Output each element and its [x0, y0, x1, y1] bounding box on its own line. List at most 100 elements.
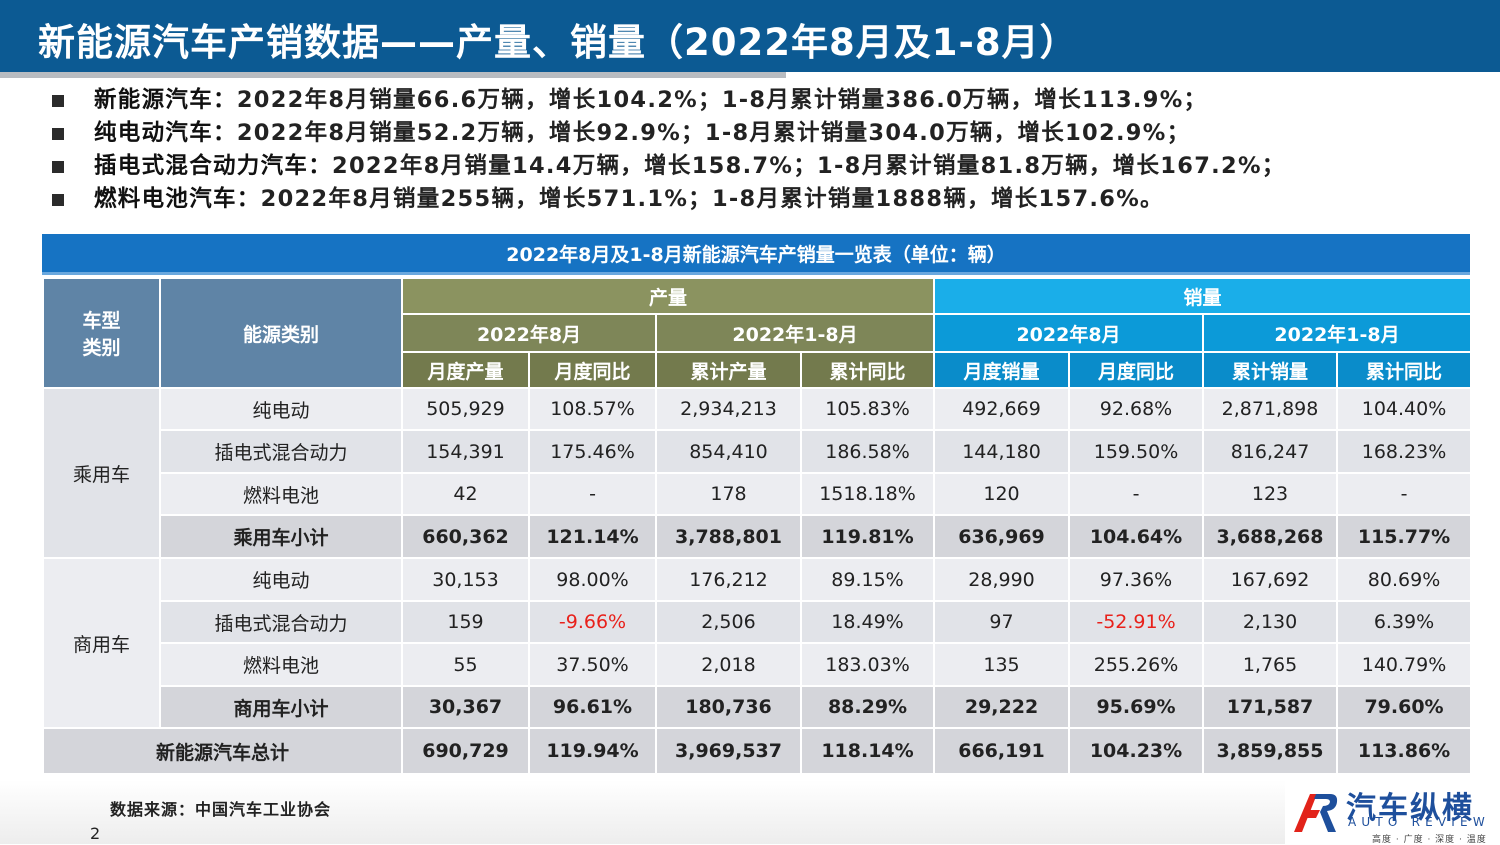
- summary-bullets: 新能源汽车：2022年8月销量66.6万辆，增长104.2%；1-8月累计销量3…: [48, 84, 1488, 216]
- table-cell: -: [528, 472, 657, 516]
- table-row: 燃料电池 42 - 178 1518.18% 120 - 123 -: [43, 472, 1473, 516]
- table-cell: 505,929: [401, 387, 530, 431]
- table-cell: 176,212: [655, 557, 802, 602]
- table-cell: 28,990: [933, 557, 1071, 602]
- bullet-item: 新能源汽车：2022年8月销量66.6万辆，增长104.2%；1-8月累计销量3…: [48, 84, 1488, 117]
- subtotal-cell: 88.29%: [799, 685, 936, 729]
- bullet-label: 插电式混合动力汽车：: [94, 153, 333, 179]
- negative-value-cell: -52.91%: [1068, 600, 1205, 644]
- table-cell: 255.26%: [1068, 642, 1205, 687]
- bullet-square-icon: [52, 128, 64, 140]
- table-row: 燃料电池 55 37.50% 2,018 183.03% 135 255.26%…: [43, 642, 1473, 687]
- table-cell: 6.39%: [1336, 600, 1473, 644]
- bullet-square-icon: [52, 194, 64, 206]
- bullet-text: 2022年8月销量66.6万辆，增长104.2%；1-8月累计销量386.0万辆…: [236, 87, 1208, 113]
- header-energy-type: 能源类别: [159, 277, 403, 389]
- table-cell: 154,391: [401, 429, 530, 474]
- subtotal-cell: 29,222: [933, 685, 1071, 729]
- table-cell: 492,669: [933, 387, 1071, 431]
- header-vehicle-type-line1: 车型: [82, 310, 121, 332]
- total-cell: 3,969,537: [655, 727, 802, 775]
- table-cell: 2,130: [1202, 600, 1339, 644]
- header-sales-jan-aug: 2022年1-8月: [1202, 313, 1473, 353]
- data-source: 数据来源：中国汽车工业协会: [110, 800, 332, 819]
- total-cell: 119.94%: [528, 727, 657, 775]
- table-cell: 186.58%: [799, 429, 936, 474]
- table-cell: 167,692: [1202, 557, 1339, 602]
- col-header: 累计同比: [799, 351, 936, 389]
- table-cell: 816,247: [1202, 429, 1339, 474]
- total-cell: 104.23%: [1068, 727, 1205, 775]
- total-label: 新能源汽车总计: [42, 727, 403, 775]
- table-cell: 168.23%: [1336, 429, 1473, 474]
- col-header: 月度同比: [528, 351, 657, 389]
- title-bar: 新能源汽车产销数据——产量、销量（2022年8月及1-8月）: [0, 0, 1500, 72]
- table-cell: 2,871,898: [1202, 387, 1339, 431]
- table-cell: 55: [401, 642, 530, 687]
- page-number: 2: [90, 824, 101, 843]
- energy-label: 纯电动: [159, 387, 403, 431]
- energy-label: 燃料电池: [159, 472, 403, 516]
- table-cell: 97.36%: [1068, 557, 1205, 602]
- table-caption: 2022年8月及1-8月新能源汽车产销量一览表（单位：辆）: [42, 234, 1470, 272]
- table-cell: 159: [401, 600, 530, 644]
- subtotal-label: 商用车小计: [159, 685, 403, 729]
- auto-review-logo-icon: [1294, 794, 1338, 832]
- table-cell: 2,506: [655, 600, 802, 644]
- slide-title: 新能源汽车产销数据——产量、销量（2022年8月及1-8月）: [38, 21, 1078, 64]
- table-cell: 2,934,213: [655, 387, 802, 431]
- header-sales-aug: 2022年8月: [933, 313, 1205, 353]
- subtotal-cell: 171,587: [1202, 685, 1339, 729]
- subtotal-label: 乘用车小计: [159, 514, 403, 559]
- total-cell: 113.86%: [1336, 727, 1473, 775]
- table-cell: 120: [933, 472, 1071, 516]
- table-cell: 854,410: [655, 429, 802, 474]
- subtotal-cell: 119.81%: [799, 514, 936, 559]
- table-cell: 108.57%: [528, 387, 657, 431]
- subtotal-cell: 121.14%: [528, 514, 657, 559]
- header-prod-jan-aug: 2022年1-8月: [654, 313, 936, 353]
- subtotal-cell: 30,367: [401, 685, 530, 729]
- table-cell: 18.49%: [799, 600, 936, 644]
- table-cell: 92.68%: [1068, 387, 1205, 431]
- table-row: 乘用车 纯电动 505,929 108.57% 2,934,213 105.83…: [42, 387, 1473, 559]
- bullet-item: 插电式混合动力汽车：2022年8月销量14.4万辆，增长158.7%；1-8月累…: [48, 150, 1488, 183]
- energy-label: 插电式混合动力: [159, 600, 403, 644]
- table-cell: 123: [1202, 472, 1339, 516]
- col-header: 累计产量: [655, 351, 802, 389]
- total-cell: 690,729: [401, 727, 530, 775]
- table-cell: 2,018: [655, 642, 802, 687]
- total-cell: 118.14%: [799, 727, 936, 775]
- table-row: 商用车 纯电动 30,153 98.00% 176,212 89.15% 28,…: [42, 557, 1473, 729]
- table-cell: 1,765: [1202, 642, 1339, 687]
- header-vehicle-type: 车型 类别: [42, 277, 161, 389]
- table-cell: 80.69%: [1336, 557, 1473, 602]
- subtotal-row: 商用车小计 30,367 96.61% 180,736 88.29% 29,22…: [43, 685, 1473, 729]
- total-cell: 666,191: [933, 727, 1071, 775]
- table-cell: -: [1336, 472, 1473, 516]
- table-cell: 144,180: [933, 429, 1071, 474]
- subtotal-cell: 636,969: [933, 514, 1071, 559]
- table-cell: 1518.18%: [799, 472, 936, 516]
- logo-chinese-name: 汽车纵横: [1346, 791, 1474, 826]
- table-cell: 105.83%: [799, 387, 936, 431]
- table-cell: -: [1068, 472, 1205, 516]
- table-cell: 98.00%: [528, 557, 657, 602]
- logo-english-name: AUTO REVIEW: [1348, 815, 1490, 829]
- col-header: 月度销量: [933, 351, 1071, 389]
- table-row: 插电式混合动力 159 -9.66% 2,506 18.49% 97 -52.9…: [43, 600, 1473, 644]
- subtotal-cell: 180,736: [655, 685, 802, 729]
- table-cell: 37.50%: [528, 642, 657, 687]
- table-cell: 30,153: [401, 557, 530, 602]
- table-row: 插电式混合动力 154,391 175.46% 854,410 186.58% …: [43, 429, 1473, 474]
- bullet-label: 燃料电池汽车：: [94, 186, 261, 212]
- header-production: 产量: [400, 277, 936, 315]
- caption-divider: [42, 272, 1470, 275]
- energy-label: 纯电动: [159, 557, 403, 602]
- table-cell: 104.40%: [1336, 387, 1473, 431]
- col-header: 月度产量: [401, 351, 530, 389]
- energy-label: 燃料电池: [159, 642, 403, 687]
- bullet-square-icon: [52, 161, 64, 173]
- subtotal-cell: 95.69%: [1068, 685, 1205, 729]
- total-cell: 3,859,855: [1202, 727, 1339, 775]
